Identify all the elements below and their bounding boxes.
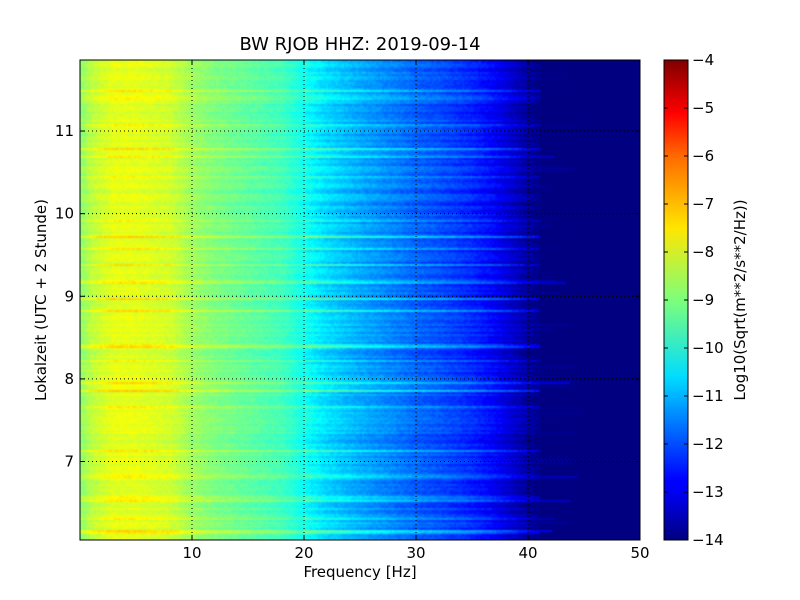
colorbar-ticks: −4 −5 −6 −7 −8 −9 −10 −11 −12 −13 −14: [664, 51, 724, 549]
x-tick-label: 10: [182, 544, 201, 562]
x-tick-label: 20: [294, 544, 313, 562]
colorbar-label: Log10(Sqrt(m**2/s**2/Hz)): [731, 199, 749, 400]
colorbar-tick-label: −11: [692, 387, 724, 405]
y-tick-label: 10: [55, 205, 74, 223]
y-tick-label: 7: [64, 453, 74, 471]
x-tick-label: 30: [406, 544, 425, 562]
colorbar-tick-label: −14: [692, 531, 724, 549]
colorbar-tick-label: −8: [692, 243, 714, 261]
colorbar-tick-label: −6: [692, 147, 714, 165]
y-tick-label: 11: [55, 122, 74, 140]
chart-title: BW RJOB HHZ: 2019-09-14: [239, 34, 480, 55]
spectrogram-heatmap: [80, 60, 640, 540]
x-tick-label: 50: [630, 544, 649, 562]
plot-frame: [79, 59, 641, 541]
colorbar-tick-label: −7: [692, 195, 714, 213]
colorbar-tick-label: −9: [692, 291, 714, 309]
y-tick-label: 9: [64, 287, 74, 305]
y-axis-label: Lokalzeit (UTC + 2 Stunde): [32, 199, 50, 401]
x-axis-ticks: 10 20 30 40 50: [182, 60, 650, 562]
colorbar-tick-label: −12: [692, 435, 724, 453]
colorbar-tick-label: −4: [692, 51, 714, 69]
colorbar-tick-label: −13: [692, 483, 724, 501]
y-axis-ticks: 7 8 9 10 11: [55, 122, 640, 471]
plot-area: [80, 60, 640, 540]
y-tick-label: 8: [64, 370, 74, 388]
colorbar-tick-label: −10: [692, 339, 724, 357]
colorbar: −4 −5 −6 −7 −8 −9 −10 −11 −12 −13 −14 Log10(Sqrt(m…: [663, 51, 749, 549]
grid-lines: [80, 60, 640, 540]
x-axis-label: Frequency [Hz]: [303, 563, 416, 581]
colorbar-tick-label: −5: [692, 99, 714, 117]
x-tick-label: 40: [518, 544, 537, 562]
